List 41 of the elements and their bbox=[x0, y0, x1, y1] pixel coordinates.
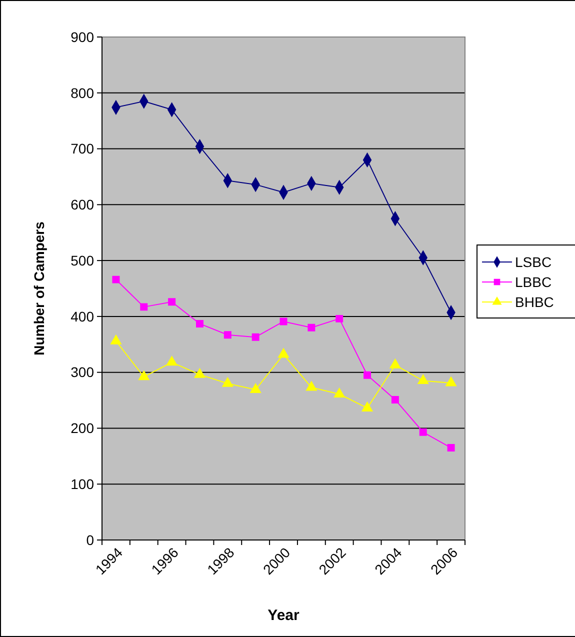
y-tick-label: 300 bbox=[70, 364, 94, 380]
point bbox=[112, 276, 120, 284]
point bbox=[306, 381, 317, 391]
point bbox=[447, 444, 455, 452]
point bbox=[222, 377, 234, 387]
point bbox=[194, 368, 206, 378]
legend-label: LBBC bbox=[515, 274, 552, 290]
y-axis-title: Number of Campers bbox=[31, 221, 47, 356]
point bbox=[390, 358, 401, 368]
point bbox=[250, 383, 261, 393]
point bbox=[168, 298, 176, 306]
point bbox=[166, 356, 178, 366]
point bbox=[224, 331, 232, 339]
legend-label: BHBC bbox=[515, 294, 554, 310]
y-tick-label: 700 bbox=[70, 140, 94, 157]
point bbox=[308, 324, 316, 332]
point bbox=[140, 303, 148, 311]
point bbox=[362, 402, 373, 412]
point bbox=[391, 396, 399, 404]
point bbox=[110, 334, 122, 344]
point bbox=[334, 388, 345, 398]
point bbox=[278, 348, 289, 358]
y-tick-label: 100 bbox=[70, 476, 94, 492]
y-tick-label: 400 bbox=[70, 308, 94, 324]
x-axis-title: Year bbox=[268, 607, 300, 624]
y-tick-label: 900 bbox=[70, 28, 94, 45]
point bbox=[419, 428, 427, 436]
y-tick-label: 0 bbox=[86, 532, 94, 548]
point bbox=[138, 370, 150, 380]
point bbox=[280, 318, 288, 326]
point bbox=[364, 371, 372, 379]
point bbox=[336, 314, 344, 322]
y-tick-label: 200 bbox=[70, 420, 94, 436]
point bbox=[418, 374, 429, 384]
y-tick-label: 500 bbox=[70, 252, 94, 268]
y-tick-label: 600 bbox=[70, 196, 94, 213]
point bbox=[446, 376, 456, 386]
y-tick-label: 800 bbox=[70, 84, 94, 101]
point bbox=[252, 333, 260, 341]
legend-label: LSBC bbox=[515, 254, 552, 270]
point bbox=[196, 320, 204, 328]
